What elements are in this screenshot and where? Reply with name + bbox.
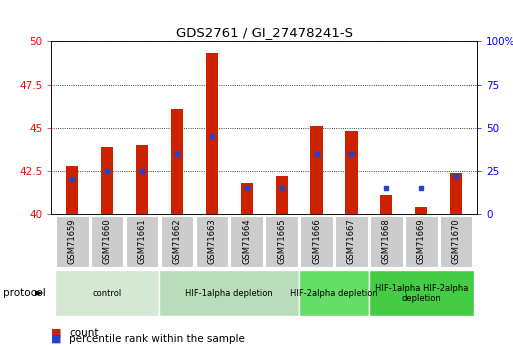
FancyBboxPatch shape [160, 270, 299, 316]
Text: GSM71663: GSM71663 [207, 219, 216, 264]
Bar [415, 207, 427, 214]
Text: GSM71670: GSM71670 [451, 219, 461, 264]
Point [103, 168, 111, 174]
Text: GSM71661: GSM71661 [137, 219, 147, 264]
Text: ►: ► [35, 288, 44, 298]
Bar [275, 176, 288, 214]
FancyBboxPatch shape [369, 270, 473, 316]
Bar [206, 53, 218, 214]
Text: HIF-1alpha HIF-2alpha
depletion: HIF-1alpha HIF-2alpha depletion [374, 284, 468, 303]
Text: control: control [92, 289, 122, 298]
Text: GSM71662: GSM71662 [172, 219, 182, 264]
Text: GSM71665: GSM71665 [277, 219, 286, 264]
Text: protocol: protocol [3, 288, 45, 298]
Text: HIF-1alpha depletion: HIF-1alpha depletion [185, 289, 273, 298]
Text: percentile rank within the sample: percentile rank within the sample [69, 334, 245, 344]
Text: GSM71664: GSM71664 [242, 219, 251, 264]
Text: GSM71659: GSM71659 [68, 219, 77, 264]
Text: GSM71669: GSM71669 [417, 219, 426, 264]
Text: ■: ■ [51, 328, 62, 338]
Point [417, 185, 425, 191]
Text: HIF-2alpha depletion: HIF-2alpha depletion [290, 289, 378, 298]
Point [173, 151, 181, 156]
Text: count: count [69, 328, 99, 338]
Bar [66, 166, 78, 214]
Bar [450, 172, 462, 214]
Point [312, 151, 321, 156]
Text: ■: ■ [51, 334, 62, 344]
Text: GSM71667: GSM71667 [347, 219, 356, 264]
Point [382, 185, 390, 191]
FancyBboxPatch shape [299, 270, 369, 316]
Bar [171, 109, 183, 214]
Title: GDS2761 / GI_27478241-S: GDS2761 / GI_27478241-S [175, 26, 353, 39]
Point [452, 173, 460, 179]
Bar [310, 126, 323, 214]
Point [208, 134, 216, 139]
Text: GSM71660: GSM71660 [103, 219, 112, 264]
Point [278, 185, 286, 191]
Bar [380, 195, 392, 214]
Point [138, 168, 146, 174]
Bar [136, 145, 148, 214]
FancyBboxPatch shape [55, 270, 160, 316]
Bar [345, 131, 358, 214]
Point [347, 151, 356, 156]
Text: GSM71668: GSM71668 [382, 219, 391, 264]
Point [68, 177, 76, 182]
Text: GSM71666: GSM71666 [312, 219, 321, 264]
Bar [101, 147, 113, 214]
Point [243, 185, 251, 191]
Bar [241, 183, 253, 214]
